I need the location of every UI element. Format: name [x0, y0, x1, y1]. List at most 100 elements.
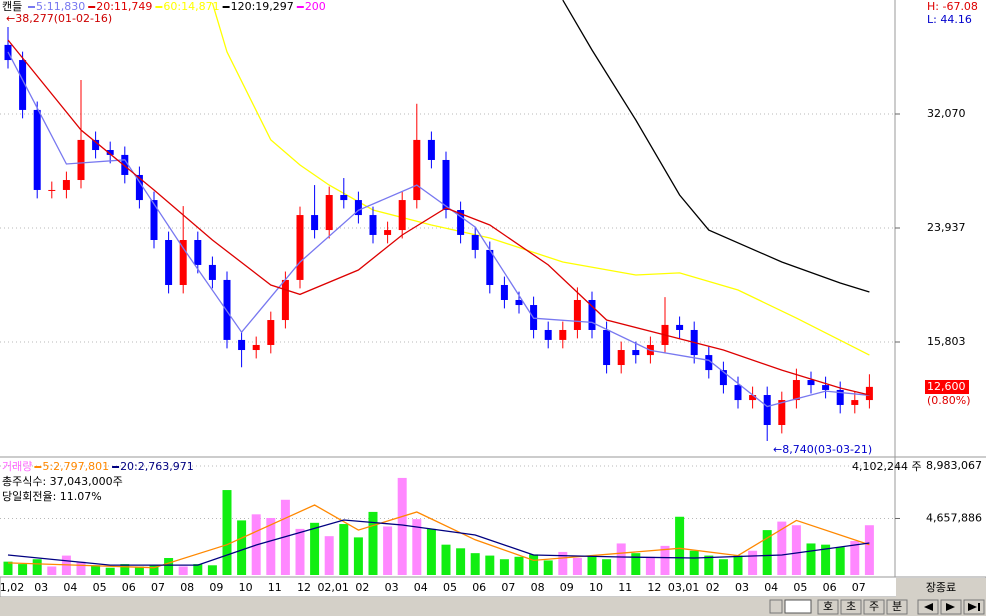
y-tick-label: 23,937	[927, 221, 966, 234]
candle-body	[559, 329, 567, 340]
candle-body	[354, 200, 362, 216]
prev-arrow	[924, 603, 933, 611]
candle-body	[325, 195, 333, 231]
volume-bar	[164, 558, 174, 575]
volume-bar	[631, 553, 641, 575]
candle-body	[822, 385, 830, 390]
time-axis	[0, 576, 986, 598]
candle-body	[135, 174, 143, 201]
toolbar-button[interactable]	[840, 599, 862, 615]
candle-body	[544, 329, 552, 340]
volume-average	[7, 504, 870, 569]
candle-body	[281, 279, 289, 321]
volume-bar	[18, 564, 28, 575]
change: (0.80%)	[927, 394, 971, 407]
x-tick-label: 09	[560, 581, 574, 594]
volume-bar	[426, 528, 436, 575]
legend-label: 120:19,297	[231, 0, 294, 13]
volume-bar	[777, 521, 787, 575]
moving-average	[7, 39, 870, 396]
volume-bar	[470, 553, 480, 575]
x-tick-label: 04	[414, 581, 428, 594]
high-annotation: ←38,277(01-02-16)	[6, 12, 112, 25]
x-tick-label: 03,01	[668, 581, 700, 594]
status-box	[896, 578, 986, 597]
scroll-button[interactable]	[769, 599, 783, 614]
volume-bar	[266, 517, 276, 575]
volume-bar	[864, 525, 874, 575]
legend-label: 5:2,797,801	[42, 460, 109, 473]
volume-bar	[762, 530, 772, 575]
candle-body	[62, 180, 70, 190]
high-stat: H: -67.08	[927, 0, 978, 13]
candle-body	[77, 139, 85, 181]
volume-bar	[718, 559, 728, 575]
scroll-thumb[interactable]	[784, 599, 812, 614]
low-stat: L: 44.16	[927, 13, 972, 26]
volume-bar	[339, 524, 349, 575]
last-price-box	[925, 380, 969, 394]
shares-info: 총주식수: 37,043,000주	[2, 475, 123, 488]
x-tick-label: 02	[706, 581, 720, 594]
volume-bar	[835, 547, 845, 575]
x-tick-label: 05	[443, 581, 457, 594]
volume-bar	[207, 565, 217, 575]
candle-body	[296, 215, 304, 280]
y-tick-label: 15,803	[927, 335, 966, 348]
candle-body	[48, 189, 56, 191]
volume-bar	[105, 567, 115, 575]
volume-bar	[310, 522, 320, 575]
x-tick-label: 08	[180, 581, 194, 594]
toolbar-button[interactable]	[817, 599, 839, 615]
candle-body	[384, 230, 392, 235]
legend-label: 20:11,749	[96, 0, 152, 13]
candle-body	[252, 344, 260, 351]
legend-label: 20:2,763,971	[120, 460, 194, 473]
volume-bar	[441, 544, 451, 575]
volume-bar	[660, 545, 670, 575]
volume-bar	[616, 543, 626, 575]
candle-body	[457, 210, 465, 235]
x-tick-label: 11	[268, 581, 282, 594]
candle-body	[267, 320, 275, 345]
moving-average	[7, 51, 870, 408]
volume-title: 거래량	[2, 460, 32, 473]
x-tick-label: 12	[647, 581, 661, 594]
legend-label: 200	[305, 0, 326, 13]
candle-body	[778, 400, 786, 426]
x-tick-label: 02	[355, 581, 369, 594]
candle-body	[311, 215, 319, 231]
volume-bar	[368, 511, 378, 575]
volume-average	[7, 519, 870, 566]
volume-bar	[821, 544, 831, 575]
volume-bar	[748, 550, 758, 575]
volume-bar	[704, 555, 714, 575]
x-tick-label: 1,02	[0, 581, 24, 594]
candle-body	[442, 159, 450, 211]
volume-bar	[76, 561, 86, 575]
last-volume: 4,102,244 주	[852, 460, 922, 473]
candle-body	[792, 380, 800, 401]
volume-bar	[120, 564, 130, 575]
toolbar-button[interactable]	[886, 599, 908, 615]
volume-bar	[324, 536, 334, 575]
candle-body	[632, 350, 640, 356]
candle-body	[807, 380, 815, 386]
volume-bar	[47, 566, 57, 575]
x-tick-label: 07	[151, 581, 165, 594]
legend-label: 5:11,830	[36, 0, 85, 13]
candle-body	[398, 200, 406, 231]
volume-bar	[193, 564, 203, 575]
x-tick-label: 05	[93, 581, 107, 594]
x-tick-label: 06	[472, 581, 486, 594]
legend-label: 60:14,871	[163, 0, 219, 13]
volume-bar	[295, 528, 305, 575]
toolbar-button[interactable]	[863, 599, 885, 615]
candle-body	[208, 264, 216, 280]
x-tick-label: 08	[531, 581, 545, 594]
candle-body	[617, 350, 625, 366]
x-tick-label: 07	[852, 581, 866, 594]
volume-bar	[3, 561, 13, 575]
candle-body	[413, 139, 421, 201]
